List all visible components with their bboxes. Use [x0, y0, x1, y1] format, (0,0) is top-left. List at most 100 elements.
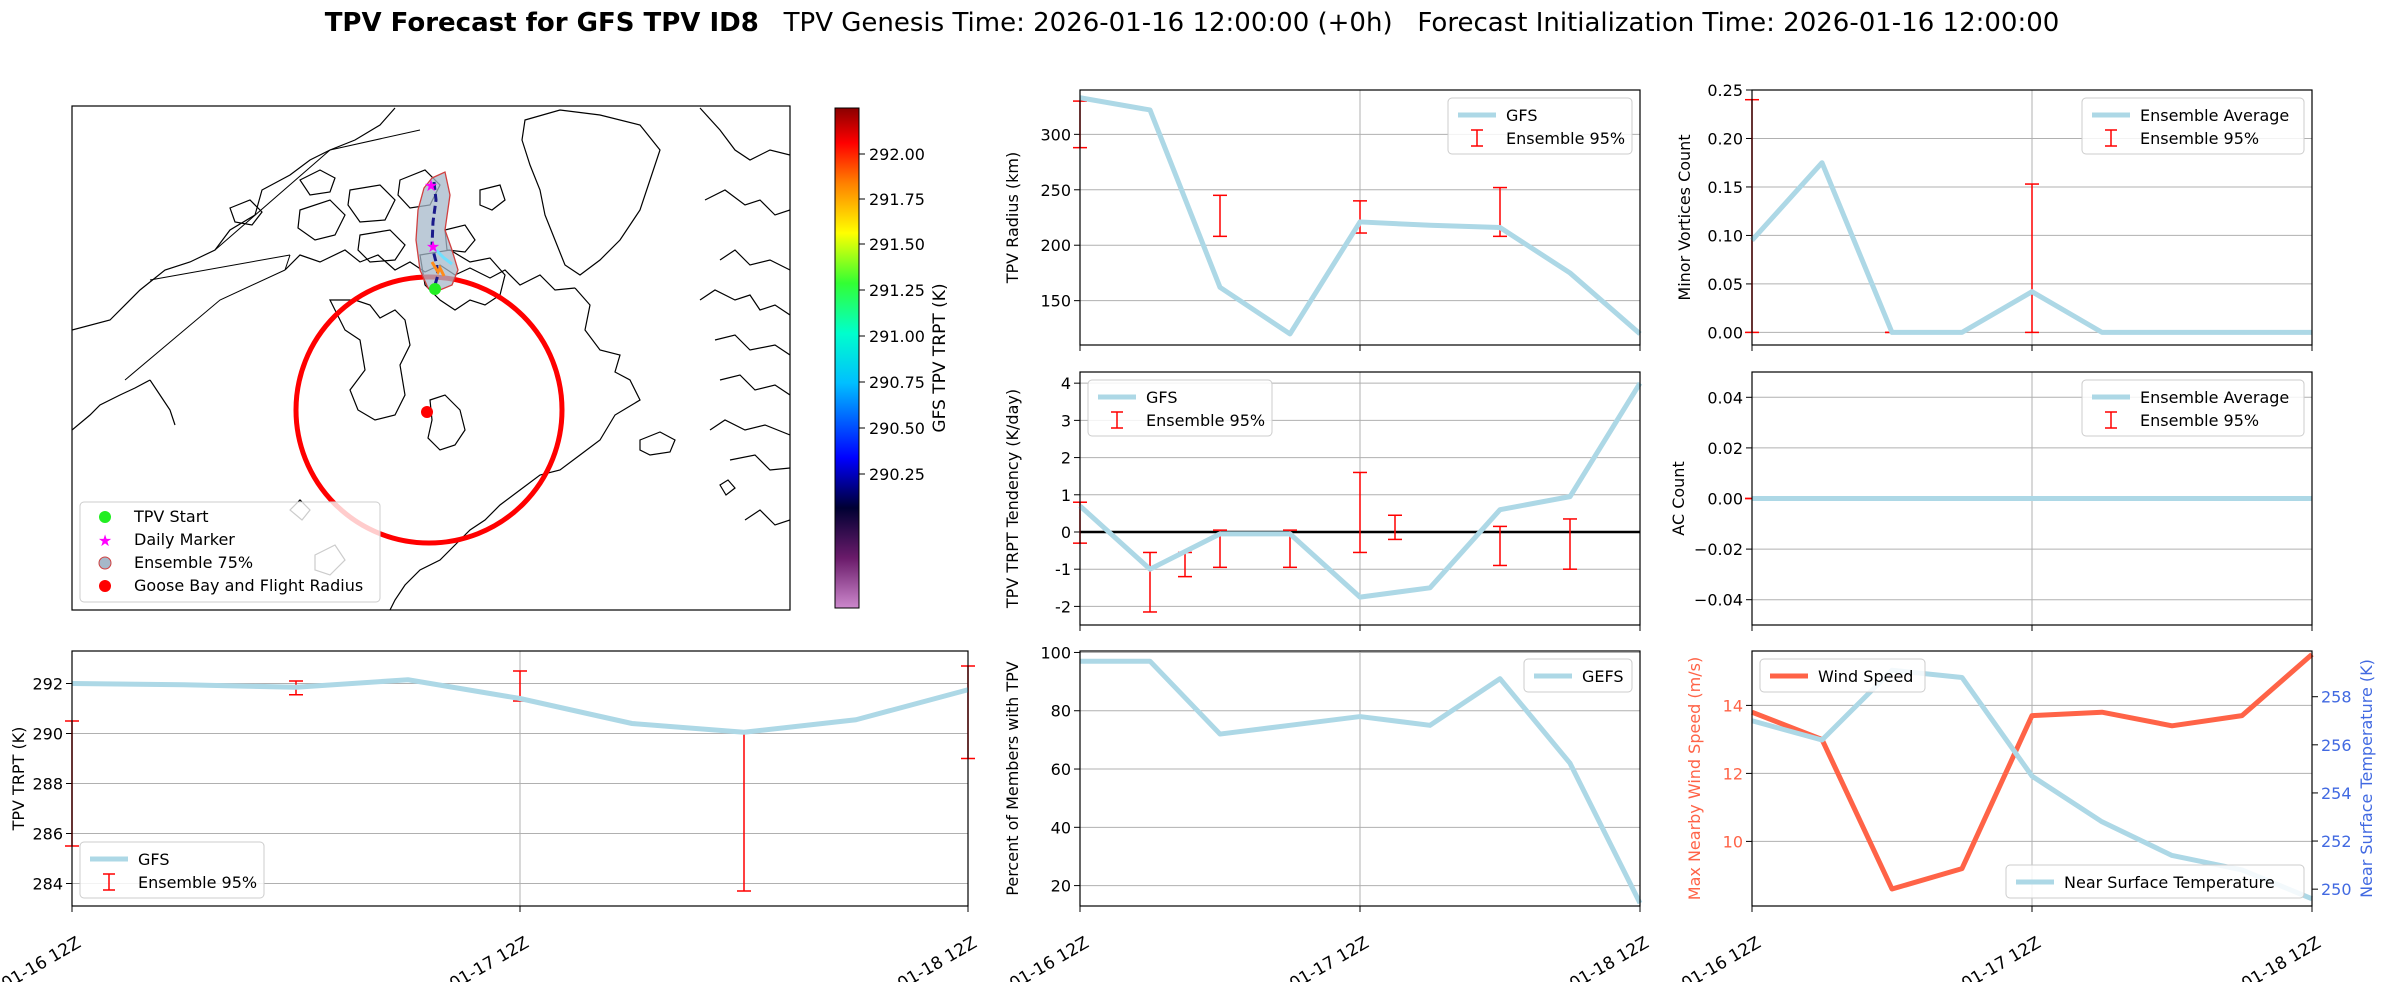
- x-tick-label: 01-16 12Z: [0, 933, 85, 982]
- legend-label: Wind Speed: [1818, 667, 1913, 686]
- plot-frame: [1751, 371, 2313, 626]
- y-axis-label: Percent of Members with TPV: [1003, 661, 1022, 895]
- colorbar-ticks: 292.00 291.75 291.50 291.25 291.00 290.75 290.…: [859, 145, 925, 484]
- legend-label: GFS: [138, 850, 169, 869]
- legend-goose-bay-marker: [99, 580, 111, 592]
- legend-label: Ensemble 95%: [1146, 411, 1265, 430]
- y-tick-label: 40: [1051, 818, 1071, 837]
- x-tick-label: 01-16 12Z: [1678, 933, 1764, 982]
- plot-frame: [71, 650, 969, 907]
- y-axis-label: TPV TRPT (K): [9, 727, 28, 832]
- y-tick-label: -1: [1055, 560, 1071, 579]
- map-legend-label-0: TPV Start: [133, 507, 209, 526]
- series-line-gfs: [1078, 381, 1643, 600]
- y-tick-label: 1: [1061, 486, 1071, 505]
- y-tick-label: 250: [1040, 181, 1071, 200]
- y-tick-label: 0.05: [1707, 275, 1743, 294]
- y-right-tick-label: 258: [2321, 688, 2352, 707]
- legend: GEFS: [1523, 658, 1633, 693]
- y-right-axis-label: Near Surface Temperature (K): [2357, 659, 2376, 898]
- y-tick-label: 0.00: [1707, 490, 1743, 509]
- map-legend: TPV Start ★ Daily Marker Ensemble 75% Go…: [79, 501, 381, 603]
- y-tick-label: 60: [1051, 760, 1071, 779]
- legend-tpv-start-marker: [99, 511, 111, 523]
- colorbar-tick-label: 291.50: [869, 235, 925, 254]
- y-tick-label: 12: [1723, 764, 1743, 783]
- colorbar-tick-label: 290.50: [869, 419, 925, 438]
- y-tick-label: 10: [1723, 832, 1743, 851]
- legend-box: [1447, 97, 1633, 155]
- legend-box: [1087, 379, 1273, 437]
- gfs-track-warm-segment: [430, 261, 446, 277]
- legend-label: Ensemble 95%: [1506, 129, 1625, 148]
- y-right-tick-label: 250: [2321, 880, 2352, 899]
- y-tick-label: 0.10: [1707, 226, 1743, 245]
- x-tick-label: 01-17 12Z: [1286, 933, 1372, 982]
- y-tick-label: 200: [1040, 236, 1071, 255]
- colorbar-tick-label: 290.75: [869, 373, 925, 392]
- legend-box: [2005, 864, 2305, 899]
- x-tick-label: 01-17 12Z: [446, 933, 532, 982]
- legend-box: [2081, 379, 2305, 437]
- goose-bay-marker: [421, 406, 433, 418]
- plot-frame: [1751, 89, 2313, 346]
- y-tick-label: 150: [1040, 292, 1071, 311]
- y-tick-label: 0.02: [1707, 439, 1743, 458]
- colorbar-tick-label: 292.00: [869, 145, 925, 164]
- map-legend-label-2: Ensemble 75%: [134, 553, 253, 572]
- gfs-track: [430, 181, 440, 289]
- legend: Ensemble Average Ensemble 95%: [2081, 379, 2305, 437]
- y-tick-label: 14: [1723, 696, 1743, 715]
- series-line-wind-speed: [1751, 652, 2314, 892]
- colorbar-tick-label: 291.00: [869, 327, 925, 346]
- plot-frame: [1079, 650, 1641, 907]
- map-coastlines: [72, 107, 790, 610]
- chart-percent: 20 40 60 80 100 01-16 12Z 01-17 12Z 01-18 12Z Pe…: [1003, 643, 1653, 982]
- y-tick-label: 300: [1040, 125, 1071, 144]
- daily-marker-2: ★: [426, 237, 440, 256]
- legend: Ensemble Average Ensemble 95%: [2081, 97, 2305, 155]
- figure-title: TPV Forecast for GFS TPV ID8 TPV Genesis…: [0, 8, 2384, 38]
- y-axis-label: TPV TRPT Tendency (K/day): [1003, 389, 1022, 609]
- colorbar: [834, 107, 860, 609]
- series-line-gfs: [71, 677, 969, 735]
- chart-tendency: -2 -1 0 1 2 3 4 TPV TRPT Tendency (K/day) GFS Ens…: [1003, 371, 1643, 631]
- legend-label: Ensemble Average: [2140, 106, 2289, 125]
- y-tick-label: 3: [1061, 411, 1071, 430]
- y-tick-label: 0.00: [1707, 323, 1743, 342]
- y-tick-label: 284: [32, 875, 63, 894]
- y-tick-label: 0.25: [1707, 81, 1743, 100]
- legend-label: GEFS: [1582, 667, 1624, 686]
- y-tick-label: 20: [1051, 877, 1071, 896]
- y-tick-label: 0.15: [1707, 178, 1743, 197]
- legend-label: Near Surface Temperature: [2064, 873, 2275, 892]
- chart-trpt: 284 286 288 290 292 01-16 12Z 01-17 12Z 01-18 1…: [0, 650, 981, 982]
- series-line-gefs: [1080, 658, 1643, 905]
- legend-box: [1523, 658, 1633, 693]
- series-line-ensemble-average: [1750, 160, 2312, 335]
- map-legend-label-1: Daily Marker: [134, 530, 235, 549]
- y-tick-label: −0.04: [1694, 591, 1743, 610]
- map-panel: ★ ★ TPV Start ★ Daily Marker Ensemble 75…: [71, 105, 950, 611]
- y-tick-label: 4: [1061, 374, 1071, 393]
- y-axis-label: AC Count: [1669, 461, 1688, 535]
- legend-label: Ensemble 95%: [138, 873, 257, 892]
- colorbar-tick-label: 290.25: [869, 465, 925, 484]
- colorbar-tick-label: 291.75: [869, 190, 925, 209]
- colorbar-tick-label: 291.25: [869, 281, 925, 300]
- legend-label: GFS: [1146, 388, 1177, 407]
- y-tick-label: -2: [1055, 597, 1071, 616]
- y-right-tick-label: 252: [2321, 832, 2352, 851]
- y-tick-label: 80: [1051, 702, 1071, 721]
- y-tick-label: 0.04: [1707, 388, 1743, 407]
- legend: Wind Speed: [1759, 658, 1926, 693]
- plot-frame: [1079, 89, 1641, 346]
- title-bold: TPV Forecast for GFS TPV ID8: [324, 8, 759, 38]
- legend-box: [2081, 97, 2305, 155]
- x-tick-label: 01-18 12Z: [894, 933, 980, 982]
- legend-label: Ensemble 95%: [2140, 129, 2259, 148]
- y-tick-label: 0.20: [1707, 129, 1743, 148]
- y-tick-label: −0.02: [1694, 540, 1743, 559]
- legend-box: [79, 841, 265, 899]
